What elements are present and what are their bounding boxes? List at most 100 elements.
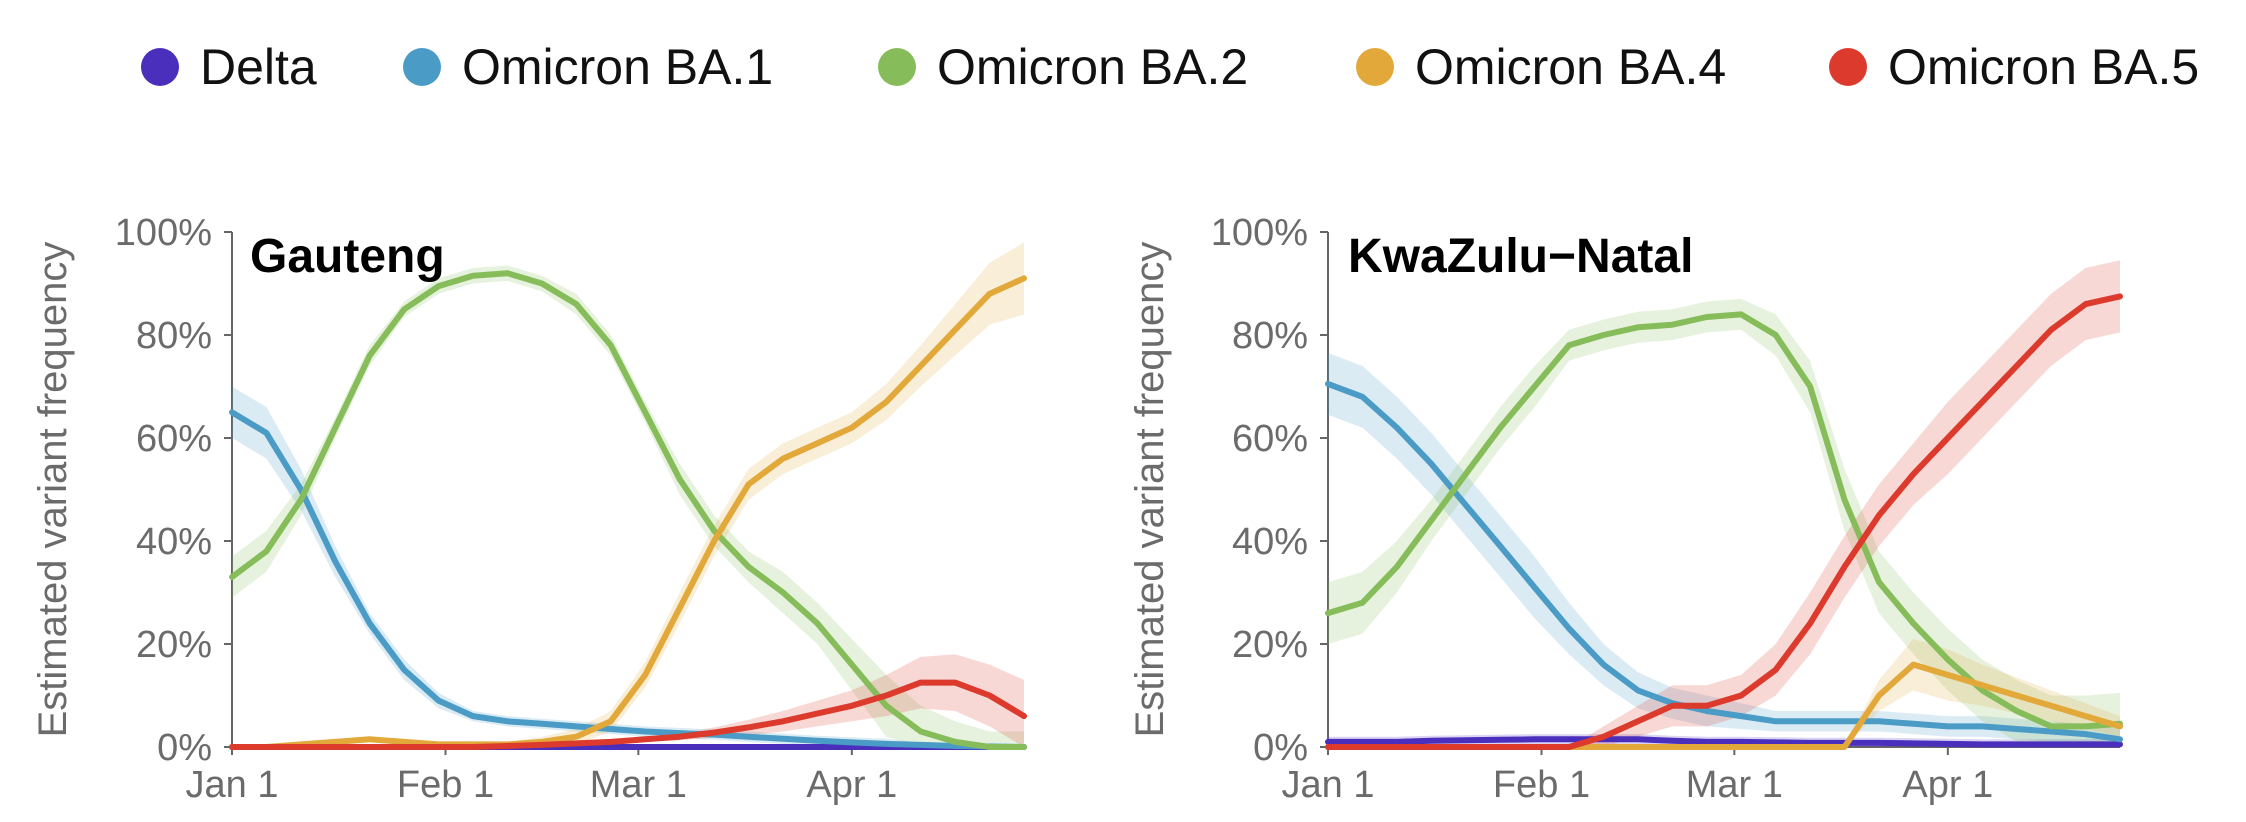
- data-point-omicron-ba-5: [471, 745, 475, 749]
- legend-label-omicron-ba-2: Omicron BA.2: [937, 39, 1248, 95]
- data-point-omicron-ba-2: [437, 284, 441, 288]
- data-point-omicron-ba-1: [643, 730, 647, 734]
- data-point-omicron-ba-1: [884, 742, 888, 746]
- data-point-omicron-ba-1: [368, 621, 372, 625]
- data-point-delta: [1567, 737, 1571, 741]
- data-point-omicron-ba-2: [988, 745, 992, 749]
- series-line-omicron-ba-1: [229, 409, 1027, 750]
- data-point-omicron-ba-4: [953, 328, 957, 332]
- data-point-omicron-ba-4: [988, 292, 992, 296]
- data-point-omicron-ba-1: [1739, 714, 1743, 718]
- data-point-omicron-ba-1: [1326, 382, 1330, 386]
- y-tick-label: 0%: [157, 727, 212, 769]
- data-point-omicron-ba-1: [781, 737, 785, 741]
- data-point-delta: [643, 745, 647, 749]
- data-point-omicron-ba-1: [1705, 709, 1709, 713]
- data-point-delta: [1877, 741, 1881, 745]
- data-point-delta: [1636, 737, 1640, 741]
- data-point-omicron-ba-1: [1498, 544, 1502, 548]
- data-point-omicron-ba-5: [1670, 704, 1674, 708]
- data-point-omicron-ba-2: [1326, 611, 1330, 615]
- data-point-omicron-ba-1: [264, 431, 268, 435]
- data-point-omicron-ba-2: [1705, 315, 1709, 319]
- data-point-omicron-ba-1: [402, 668, 406, 672]
- data-point-omicron-ba-5: [953, 681, 957, 685]
- data-point-omicron-ba-1: [2049, 730, 2053, 734]
- confidence-band-omicron-ba-2: [232, 265, 1024, 747]
- data-point-delta: [747, 745, 751, 749]
- data-point-omicron-ba-4: [1808, 745, 1812, 749]
- legend-label-omicron-ba-1: Omicron BA.1: [462, 39, 773, 95]
- data-point-omicron-ba-2: [1022, 745, 1026, 749]
- data-point-omicron-ba-4: [1739, 745, 1743, 749]
- data-point-omicron-ba-4: [1636, 745, 1640, 749]
- data-point-omicron-ba-5: [815, 712, 819, 716]
- data-point-omicron-ba-5: [506, 744, 510, 748]
- data-point-omicron-ba-1: [1567, 627, 1571, 631]
- data-point-omicron-ba-4: [368, 737, 372, 741]
- data-point-omicron-ba-1: [2118, 737, 2122, 741]
- data-point-omicron-ba-2: [1498, 426, 1502, 430]
- legend-label-omicron-ba-4: Omicron BA.4: [1415, 39, 1726, 95]
- data-point-omicron-ba-5: [2049, 328, 2053, 332]
- data-point-omicron-ba-5: [299, 745, 303, 749]
- panel-kwazulu-natal: 0% 20% 40% 60% 80% 100% Jan 1 Feb 1 Mar 1 Apr 1 Es…: [1128, 212, 2123, 806]
- data-point-delta: [2049, 742, 2053, 746]
- data-point-delta: [1326, 740, 1330, 744]
- data-point-omicron-ba-2: [333, 426, 337, 430]
- data-point-omicron-ba-1: [1946, 724, 1950, 728]
- confidence-band-omicron-ba-1: [1328, 353, 2120, 747]
- x-tick-label: Feb 1: [1493, 764, 1590, 806]
- data-point-omicron-ba-5: [230, 745, 234, 749]
- data-point-omicron-ba-5: [333, 745, 337, 749]
- data-point-delta: [1911, 741, 1915, 745]
- data-point-omicron-ba-2: [609, 343, 613, 347]
- y-axis-label: Estimated variant frequency: [1128, 242, 1172, 738]
- data-point-omicron-ba-4: [1602, 745, 1606, 749]
- series-line-omicron-ba-2: [229, 270, 1027, 750]
- data-point-omicron-ba-4: [333, 740, 337, 744]
- data-point-omicron-ba-5: [678, 735, 682, 739]
- y-tick-label: 20%: [136, 624, 212, 666]
- data-point-omicron-ba-5: [1395, 745, 1399, 749]
- y-axis-label: Estimated variant frequency: [31, 242, 75, 738]
- data-point-omicron-ba-5: [2118, 294, 2122, 298]
- x-tick-label: Apr 1: [1902, 764, 1993, 806]
- data-point-omicron-ba-1: [1911, 722, 1915, 726]
- data-point-omicron-ba-5: [850, 704, 854, 708]
- y-tick-label: 20%: [1232, 624, 1308, 666]
- data-point-omicron-ba-5: [1808, 621, 1812, 625]
- data-point-omicron-ba-2: [2084, 724, 2088, 728]
- data-point-omicron-ba-5: [1429, 745, 1433, 749]
- data-point-omicron-ba-2: [1980, 688, 1984, 692]
- data-point-omicron-ba-4: [919, 364, 923, 368]
- y-tick-label: 60%: [136, 418, 212, 460]
- data-point-omicron-ba-4: [402, 740, 406, 744]
- data-point-omicron-ba-5: [1326, 745, 1330, 749]
- data-point-omicron-ba-1: [609, 727, 613, 731]
- data-point-omicron-ba-2: [1464, 472, 1468, 476]
- data-point-omicron-ba-1: [1533, 585, 1537, 589]
- data-point-delta: [2084, 742, 2088, 746]
- data-point-omicron-ba-4: [1911, 663, 1915, 667]
- data-point-omicron-ba-1: [540, 722, 544, 726]
- y-tick-label: 100%: [115, 212, 212, 254]
- data-point-omicron-ba-2: [1739, 312, 1743, 316]
- data-point-omicron-ba-4: [574, 735, 578, 739]
- data-point-delta: [1429, 739, 1433, 743]
- data-point-omicron-ba-4: [884, 400, 888, 404]
- series-line-omicron-ba-2: [1325, 311, 2123, 730]
- data-point-omicron-ba-5: [1533, 745, 1537, 749]
- data-point-omicron-ba-2: [919, 730, 923, 734]
- data-point-omicron-ba-1: [1980, 724, 1984, 728]
- data-point-delta: [815, 745, 819, 749]
- data-point-delta: [850, 745, 854, 749]
- data-point-omicron-ba-2: [1877, 580, 1881, 584]
- data-point-omicron-ba-5: [609, 740, 613, 744]
- data-point-omicron-ba-2: [1429, 518, 1433, 522]
- data-point-omicron-ba-2: [1533, 385, 1537, 389]
- data-point-omicron-ba-5: [1464, 745, 1468, 749]
- data-point-omicron-ba-1: [815, 739, 819, 743]
- data-point-omicron-ba-1: [230, 410, 234, 414]
